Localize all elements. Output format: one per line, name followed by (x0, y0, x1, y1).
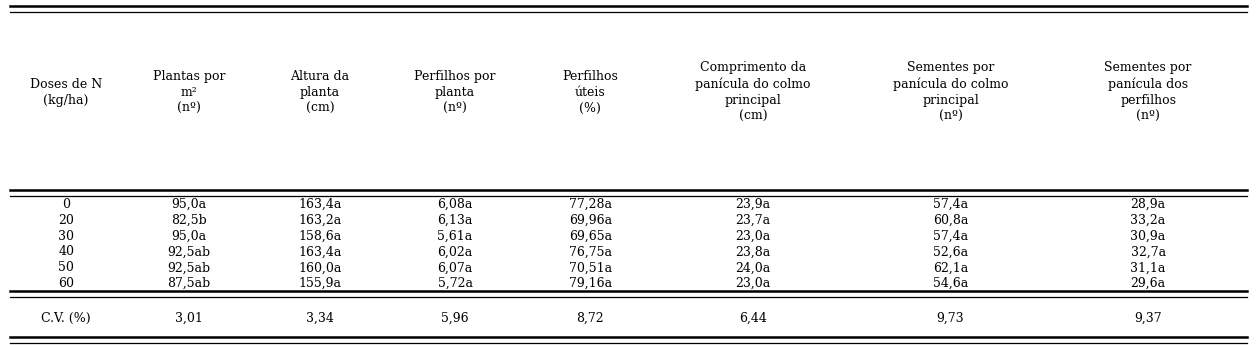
Text: 28,9a: 28,9a (1130, 198, 1165, 211)
Text: 54,6a: 54,6a (933, 277, 968, 290)
Text: 23,0a: 23,0a (735, 230, 771, 243)
Text: 87,5ab: 87,5ab (167, 277, 211, 290)
Text: 6,44: 6,44 (739, 312, 767, 325)
Text: 29,6a: 29,6a (1130, 277, 1165, 290)
Text: 30,9a: 30,9a (1130, 230, 1165, 243)
Text: 31,1a: 31,1a (1130, 261, 1165, 274)
Text: 69,65a: 69,65a (568, 230, 612, 243)
Text: 23,9a: 23,9a (735, 198, 771, 211)
Text: 50: 50 (58, 261, 74, 274)
Text: 79,16a: 79,16a (568, 277, 612, 290)
Text: 9,73: 9,73 (936, 312, 964, 325)
Text: 163,4a: 163,4a (298, 246, 342, 258)
Text: 20: 20 (58, 214, 74, 227)
Text: 32,7a: 32,7a (1130, 246, 1165, 258)
Text: 95,0a: 95,0a (172, 198, 206, 211)
Text: 40: 40 (58, 246, 74, 258)
Text: Plantas por
m²
(nº): Plantas por m² (nº) (153, 70, 225, 115)
Text: 76,75a: 76,75a (568, 246, 612, 258)
Text: 3,01: 3,01 (175, 312, 204, 325)
Text: 60,8a: 60,8a (933, 214, 968, 227)
Text: 77,28a: 77,28a (568, 198, 612, 211)
Text: 62,1a: 62,1a (933, 261, 968, 274)
Text: 5,72a: 5,72a (437, 277, 473, 290)
Text: 163,4a: 163,4a (298, 198, 342, 211)
Text: 158,6a: 158,6a (298, 230, 342, 243)
Text: C.V. (%): C.V. (%) (41, 312, 91, 325)
Text: 82,5b: 82,5b (171, 214, 207, 227)
Text: 92,5ab: 92,5ab (167, 246, 211, 258)
Text: 5,96: 5,96 (441, 312, 469, 325)
Text: 155,9a: 155,9a (298, 277, 342, 290)
Text: 6,02a: 6,02a (437, 246, 473, 258)
Text: Sementes por
panícula dos
perfilhos
(nº): Sementes por panícula dos perfilhos (nº) (1105, 61, 1192, 123)
Text: 57,4a: 57,4a (933, 230, 968, 243)
Text: 0: 0 (62, 198, 70, 211)
Text: 9,37: 9,37 (1134, 312, 1161, 325)
Text: 57,4a: 57,4a (933, 198, 968, 211)
Text: 6,08a: 6,08a (437, 198, 473, 211)
Text: 3,34: 3,34 (305, 312, 334, 325)
Text: 30: 30 (58, 230, 74, 243)
Text: 6,13a: 6,13a (437, 214, 473, 227)
Text: Doses de N
(kg/ha): Doses de N (kg/ha) (30, 78, 102, 107)
Text: 163,2a: 163,2a (298, 214, 342, 227)
Text: 69,96a: 69,96a (568, 214, 612, 227)
Text: 23,8a: 23,8a (735, 246, 771, 258)
Text: 6,07a: 6,07a (437, 261, 473, 274)
Text: 33,2a: 33,2a (1130, 214, 1165, 227)
Text: 160,0a: 160,0a (298, 261, 342, 274)
Text: 8,72: 8,72 (577, 312, 605, 325)
Text: 70,51a: 70,51a (568, 261, 612, 274)
Text: Sementes por
panícula do colmo
principal
(nº): Sementes por panícula do colmo principal… (892, 61, 1008, 123)
Text: Perfilhos
úteis
(%): Perfilhos úteis (%) (562, 70, 618, 115)
Text: 60: 60 (58, 277, 74, 290)
Text: Perfilhos por
planta
(nº): Perfilhos por planta (nº) (415, 70, 495, 115)
Text: 5,61a: 5,61a (437, 230, 473, 243)
Text: Comprimento da
panícula do colmo
principal
(cm): Comprimento da panícula do colmo princip… (695, 61, 811, 123)
Text: 95,0a: 95,0a (172, 230, 206, 243)
Text: 23,7a: 23,7a (735, 214, 771, 227)
Text: 52,6a: 52,6a (933, 246, 968, 258)
Text: 23,0a: 23,0a (735, 277, 771, 290)
Text: Altura da
planta
(cm): Altura da planta (cm) (290, 70, 349, 115)
Text: 24,0a: 24,0a (735, 261, 771, 274)
Text: 92,5ab: 92,5ab (167, 261, 211, 274)
